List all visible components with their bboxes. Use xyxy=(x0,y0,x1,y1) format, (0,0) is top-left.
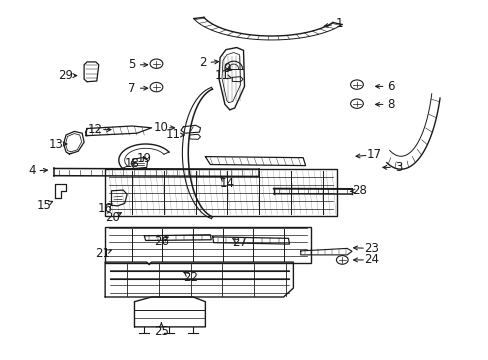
Text: 13: 13 xyxy=(49,138,63,150)
Text: 9: 9 xyxy=(223,62,231,75)
Text: 10: 10 xyxy=(154,121,168,134)
Text: 29: 29 xyxy=(59,69,73,82)
Text: 8: 8 xyxy=(386,98,394,111)
Text: 17: 17 xyxy=(366,148,381,161)
Text: 21: 21 xyxy=(95,247,110,260)
Bar xyxy=(105,169,337,216)
Text: 25: 25 xyxy=(154,325,168,338)
Text: 5: 5 xyxy=(128,58,136,71)
Text: 12: 12 xyxy=(88,123,102,136)
Text: 1: 1 xyxy=(335,17,343,30)
Text: 20: 20 xyxy=(105,211,120,224)
Text: 22: 22 xyxy=(183,271,198,284)
Bar xyxy=(105,227,310,263)
Text: 16: 16 xyxy=(98,202,112,215)
Text: 23: 23 xyxy=(364,242,378,255)
Text: 11: 11 xyxy=(166,129,181,141)
Text: 26: 26 xyxy=(154,235,168,248)
Text: 3: 3 xyxy=(394,161,402,174)
Text: 14: 14 xyxy=(220,177,234,190)
Text: 24: 24 xyxy=(364,253,378,266)
Text: 27: 27 xyxy=(232,237,246,249)
Text: 28: 28 xyxy=(351,184,366,197)
Text: 2: 2 xyxy=(199,57,206,69)
Text: 15: 15 xyxy=(37,199,51,212)
Text: 7: 7 xyxy=(128,82,136,95)
Text: 6: 6 xyxy=(386,80,394,93)
Text: 11: 11 xyxy=(215,69,229,82)
Text: 4: 4 xyxy=(28,165,36,177)
Text: 19: 19 xyxy=(137,152,151,165)
Text: 18: 18 xyxy=(124,157,139,170)
